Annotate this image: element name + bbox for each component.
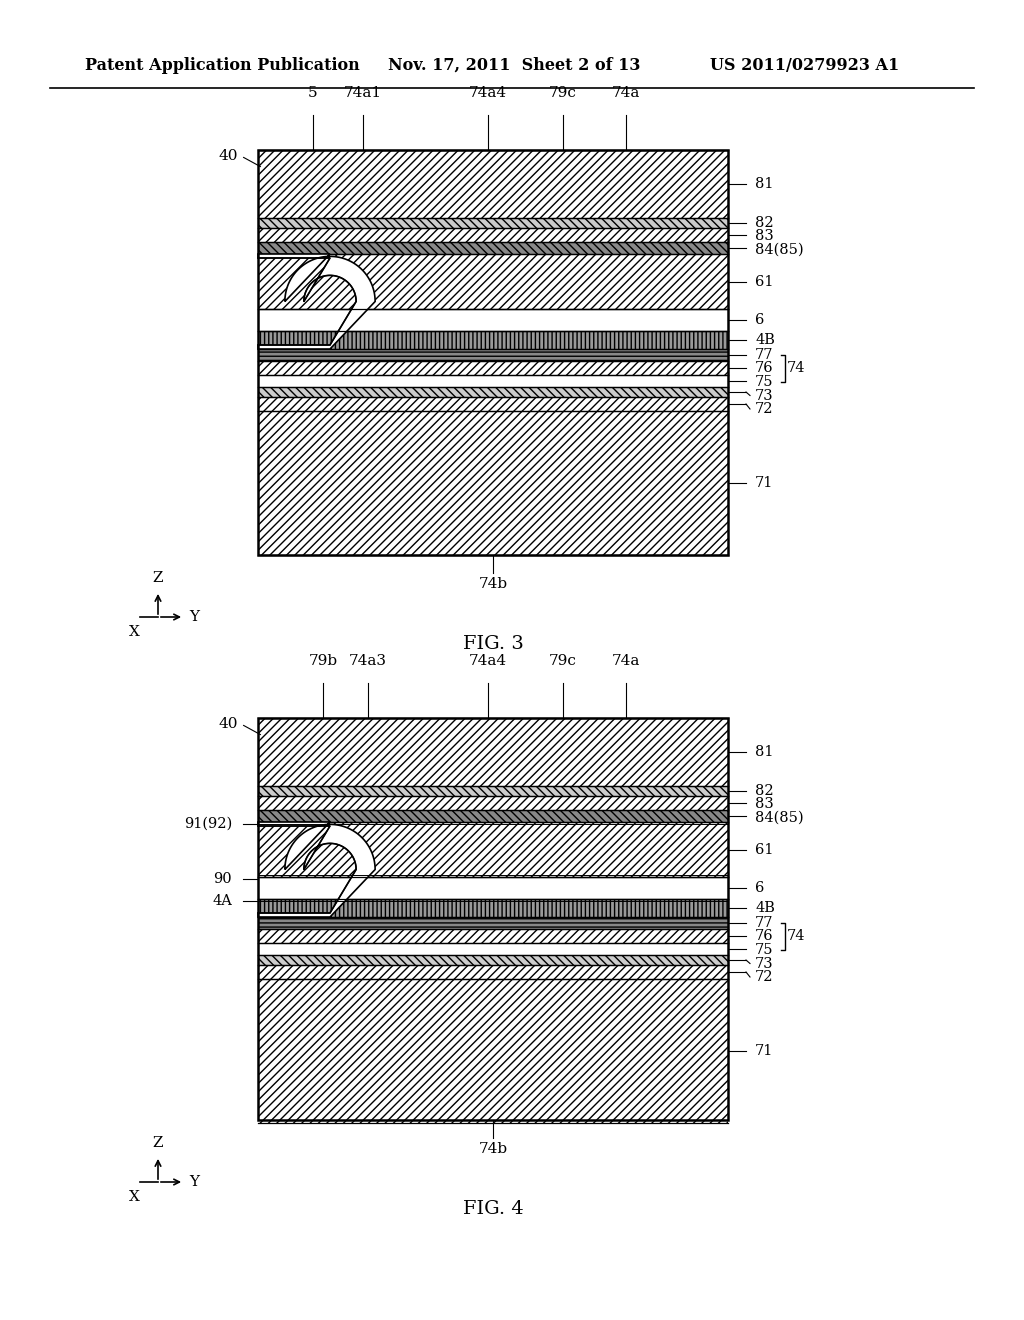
Text: 76: 76 [755, 362, 773, 375]
Text: 81: 81 [755, 744, 773, 759]
Text: Y: Y [189, 1175, 199, 1189]
Text: Z: Z [153, 1137, 163, 1150]
Text: FIG. 4: FIG. 4 [463, 1200, 523, 1218]
Text: X: X [129, 624, 140, 639]
Text: 79b: 79b [308, 653, 338, 668]
Bar [258, 360, 728, 375]
Bar [258, 150, 728, 218]
Text: Z: Z [153, 572, 163, 585]
Bar [258, 929, 728, 942]
Bar [258, 218, 728, 228]
Text: 74: 74 [787, 929, 806, 944]
Bar [258, 411, 728, 554]
Bar [258, 242, 728, 253]
Text: 79c: 79c [549, 86, 577, 100]
Bar [258, 387, 728, 397]
Text: 6: 6 [755, 313, 764, 327]
Text: 83: 83 [755, 230, 774, 243]
Text: 75: 75 [755, 375, 773, 389]
Text: 74a4: 74a4 [469, 653, 507, 668]
Bar [258, 309, 728, 331]
Bar [258, 348, 728, 360]
Polygon shape [258, 253, 375, 348]
Bar [258, 796, 728, 810]
Bar [258, 917, 728, 929]
Text: X: X [129, 1191, 140, 1204]
Text: 61: 61 [755, 275, 773, 289]
Text: 84(85): 84(85) [755, 243, 804, 257]
Text: 74: 74 [787, 362, 806, 375]
Text: 72: 72 [755, 970, 773, 983]
Text: 72: 72 [755, 403, 773, 416]
Text: 76: 76 [755, 929, 773, 944]
Text: FIG. 3: FIG. 3 [463, 635, 523, 653]
Text: 73: 73 [755, 957, 773, 970]
Bar [258, 150, 728, 554]
Text: Y: Y [189, 610, 199, 624]
Text: 71: 71 [755, 1044, 773, 1059]
Bar [258, 979, 728, 1123]
Bar [258, 810, 728, 822]
Text: 74a: 74a [611, 86, 640, 100]
Text: 81: 81 [755, 177, 773, 191]
Text: 82: 82 [755, 784, 773, 799]
Bar [258, 718, 728, 1119]
Text: 4B: 4B [755, 333, 775, 347]
Text: 40: 40 [218, 717, 238, 731]
Text: 77: 77 [755, 348, 773, 362]
Bar [258, 876, 728, 899]
Bar [258, 331, 728, 348]
Text: 90: 90 [213, 873, 232, 886]
Text: 74a3: 74a3 [349, 653, 387, 668]
Text: 74a4: 74a4 [469, 86, 507, 100]
Text: 4A: 4A [212, 894, 232, 908]
Bar [258, 954, 728, 965]
Text: 84(85): 84(85) [755, 810, 804, 825]
Text: Nov. 17, 2011  Sheet 2 of 13: Nov. 17, 2011 Sheet 2 of 13 [388, 57, 640, 74]
Text: 77: 77 [755, 916, 773, 931]
Text: 74a: 74a [611, 653, 640, 668]
Text: 83: 83 [755, 797, 774, 812]
Text: 71: 71 [755, 477, 773, 490]
Text: 74a1: 74a1 [344, 86, 382, 100]
Bar [258, 965, 728, 979]
Text: 74b: 74b [478, 577, 508, 591]
Text: 82: 82 [755, 216, 773, 230]
Text: 79c: 79c [549, 653, 577, 668]
Text: Patent Application Publication: Patent Application Publication [85, 57, 359, 74]
Bar [258, 822, 728, 876]
Bar [258, 899, 728, 917]
Bar [258, 253, 728, 309]
Text: US 2011/0279923 A1: US 2011/0279923 A1 [710, 57, 899, 74]
Bar [258, 718, 728, 785]
Polygon shape [258, 822, 375, 917]
Text: 75: 75 [755, 942, 773, 957]
Text: 40: 40 [218, 149, 238, 162]
Text: 91(92): 91(92) [183, 817, 232, 832]
Bar [258, 718, 728, 1119]
Text: 73: 73 [755, 388, 773, 403]
Bar [258, 397, 728, 411]
Text: 4B: 4B [755, 902, 775, 915]
Text: 61: 61 [755, 842, 773, 857]
Bar [258, 228, 728, 242]
Text: 6: 6 [755, 880, 764, 895]
Text: 74b: 74b [478, 1142, 508, 1156]
Bar [258, 785, 728, 796]
Bar [258, 150, 728, 554]
Bar [258, 942, 728, 954]
Bar [258, 375, 728, 387]
Text: 5: 5 [308, 86, 317, 100]
